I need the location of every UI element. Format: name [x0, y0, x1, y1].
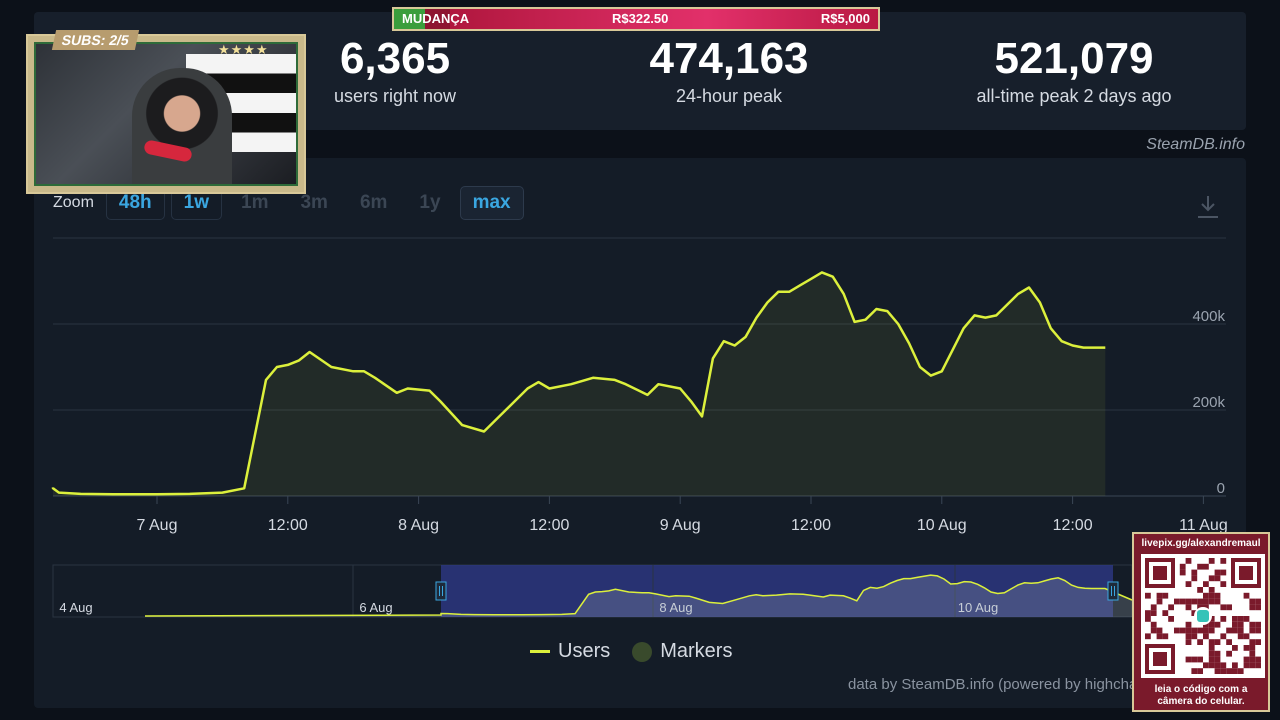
x-tick-label: 8 Aug	[398, 517, 439, 534]
users-line[interactable]	[51, 271, 1106, 496]
stat-alltime-label: all-time peak 2 days ago	[976, 86, 1172, 106]
y-tick-label: 400k	[1192, 308, 1225, 325]
legend-users-swatch	[530, 650, 550, 653]
stat-24h-value: 474,163	[649, 34, 809, 83]
zoom-controls: Zoom 48h 1w 1m 3m 6m 1y max	[53, 186, 530, 220]
navigator-left-handle[interactable]	[435, 581, 447, 601]
chart-legend: Users Markers	[530, 640, 754, 663]
y-axis-ticks: 0 200k 400k	[1192, 308, 1225, 497]
donation-goal: R$5,000	[820, 11, 870, 26]
zoom-6m-button[interactable]: 6m	[347, 186, 400, 220]
legend-item-users[interactable]: Users	[530, 640, 610, 663]
navigator-label: 4 Aug	[59, 600, 92, 615]
qr-url: livepix.gg/alexandremaul	[1141, 538, 1261, 549]
navigator-label: 8 Aug	[659, 600, 692, 615]
qr-note-line2: câmera do celular.	[1157, 696, 1245, 707]
navigator-line	[144, 574, 1133, 617]
donation-current: R$322.50	[612, 11, 669, 26]
data-credit[interactable]: data by SteamDB.info (powered by highcha…	[848, 676, 1134, 693]
steamdb-credit-link[interactable]: SteamDB.info	[1146, 136, 1245, 153]
stat-24h-peak: 474,163 24-hour peak	[614, 36, 844, 107]
legend-users-label: Users	[558, 640, 611, 662]
navigator-right-handle[interactable]	[1107, 581, 1119, 601]
donation-progress-fill	[394, 9, 426, 29]
navigator-area	[145, 575, 1132, 617]
y-tick-label: 200k	[1192, 394, 1225, 411]
x-tick-label: 12:00	[268, 517, 308, 534]
subs-counter: SUBS: 2/5	[51, 30, 140, 50]
stars-badge: ★★★★	[218, 42, 269, 57]
legend-markers-label: Markers	[660, 640, 733, 662]
navigator-label: 6 Aug	[359, 600, 392, 615]
navigator-label: 10 Aug	[958, 600, 999, 615]
users-area	[53, 272, 1106, 496]
x-tick-label: 7 Aug	[137, 517, 178, 534]
stat-current-users: 6,365 users right now	[330, 36, 460, 107]
zoom-3m-button[interactable]: 3m	[287, 186, 340, 220]
donation-title: MUDANÇA	[402, 11, 470, 26]
x-tick-label: 12:00	[529, 517, 569, 534]
chart-grid	[53, 237, 1226, 497]
webcam-overlay	[26, 34, 306, 194]
x-tick-label: 9 Aug	[660, 517, 701, 534]
webcam-feed	[34, 42, 298, 186]
qr-note-line1: leia o código com a	[1154, 684, 1248, 695]
navigator-selection[interactable]	[441, 565, 1113, 617]
streamer-image	[132, 68, 232, 184]
qr-note: leia o código com a câmera do celular.	[1134, 684, 1268, 708]
stat-alltime-peak: 521,079 all-time peak 2 days ago	[934, 36, 1214, 107]
zoom-label: Zoom	[53, 194, 94, 211]
qr-widget: livepix.gg/alexandremaul leia o código c…	[1132, 532, 1270, 712]
x-tick-label: 10 Aug	[917, 517, 967, 534]
zoom-1y-button[interactable]: 1y	[406, 186, 453, 220]
stat-current-label: users right now	[333, 86, 457, 106]
qr-code-icon	[1141, 554, 1265, 678]
navigator[interactable]: 4 Aug 6 Aug 8 Aug 10 Aug	[52, 564, 1133, 618]
download-icon[interactable]	[1196, 194, 1220, 220]
legend-markers-swatch	[632, 641, 653, 662]
stat-24h-label: 24-hour peak	[675, 86, 783, 106]
zoom-1m-button[interactable]: 1m	[228, 186, 281, 220]
y-tick-label: 0	[1217, 480, 1225, 497]
zoom-max-button[interactable]: max	[459, 186, 524, 220]
legend-item-markers[interactable]: Markers	[632, 640, 732, 663]
x-tick-label: 12:00	[791, 517, 831, 534]
x-axis-ticks: 7 Aug 12:00 8 Aug 12:00 9 Aug 12:00 10 Aug 12:0…	[137, 496, 1228, 534]
stat-current-value: 6,365	[339, 34, 451, 83]
donation-bar-background	[450, 9, 878, 29]
x-tick-label: 11 Aug	[1179, 517, 1228, 534]
stat-alltime-value: 521,079	[994, 34, 1154, 83]
x-tick-label: 12:00	[1053, 517, 1093, 534]
chart-series-area	[51, 271, 1106, 496]
donation-goal-bar: MUDANÇA R$322.50 R$5,000	[392, 7, 880, 31]
